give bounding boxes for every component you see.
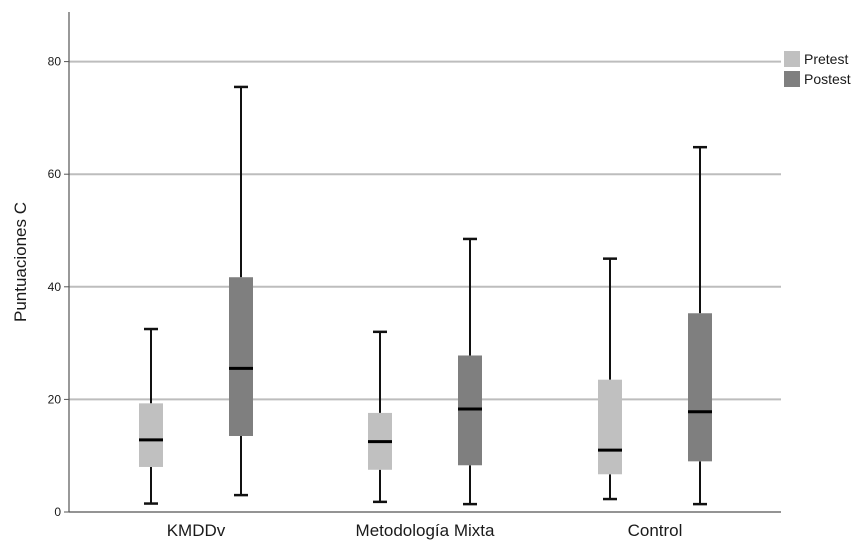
y-tick-label-20: 20 [48,392,62,406]
box-postest-2 [688,313,712,462]
x-category-labels: KMDDv Metodología Mixta Control [167,521,683,540]
boxes [139,85,712,506]
gridlines [69,60,781,401]
legend-swatch-postest [784,71,800,87]
box-pretest-0 [139,403,163,467]
y-tick-label-40: 40 [48,280,62,294]
box-postest-0 [229,277,253,436]
y-tick-label-0: 0 [54,505,61,519]
x-category-label-1: Metodología Mixta [356,521,495,540]
axes [68,12,781,513]
legend-swatch-pretest [784,51,800,67]
box-pretest-2 [598,379,622,475]
legend: Pretest Postest [784,51,851,87]
y-ticks: 0 20 40 60 80 [48,55,69,519]
x-category-label-2: Control [628,521,683,540]
legend-label-postest: Postest [804,71,851,87]
y-tick-label-60: 60 [48,167,62,181]
legend-label-pretest: Pretest [804,51,848,67]
y-axis-title: Puntuaciones C [11,202,30,322]
x-category-label-0: KMDDv [167,521,226,540]
y-tick-label-80: 80 [48,55,62,69]
